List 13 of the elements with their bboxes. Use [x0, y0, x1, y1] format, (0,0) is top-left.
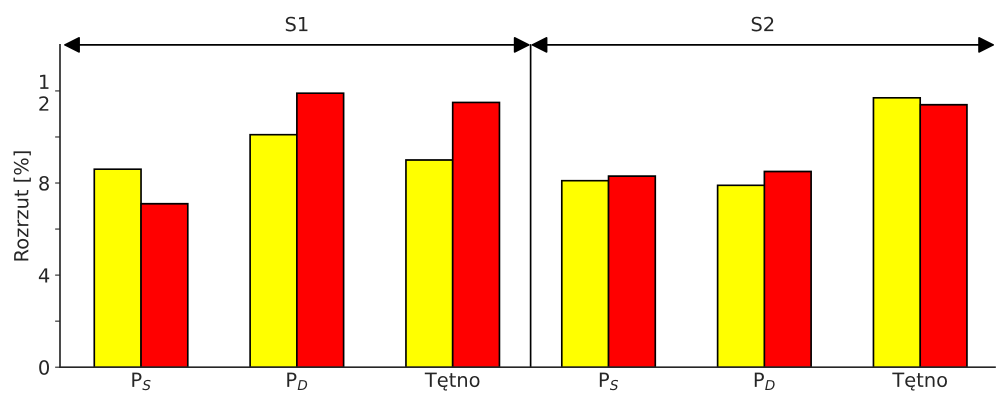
y-tick-label: 1 2 — [39, 74, 48, 111]
y-tick-label: 0 — [39, 360, 49, 375]
y-tick-label: 8 — [39, 176, 49, 191]
x-tick-label: P$_{D}$ — [754, 372, 775, 390]
text: S2 — [752, 16, 774, 32]
text: S1 — [286, 16, 308, 32]
y-tick-label: 4 — [38, 268, 50, 282]
x-tick-label: Tętno — [424, 372, 480, 391]
x-tick-label: P$_{S}$ — [132, 372, 151, 390]
x-tick-label: P$_{D}$ — [287, 372, 308, 390]
x-tick-label: P$_{S}$ — [600, 372, 618, 390]
y-axis-title: Rozrzut [%] — [14, 151, 31, 260]
x-tick-label: Tętno — [892, 372, 947, 391]
